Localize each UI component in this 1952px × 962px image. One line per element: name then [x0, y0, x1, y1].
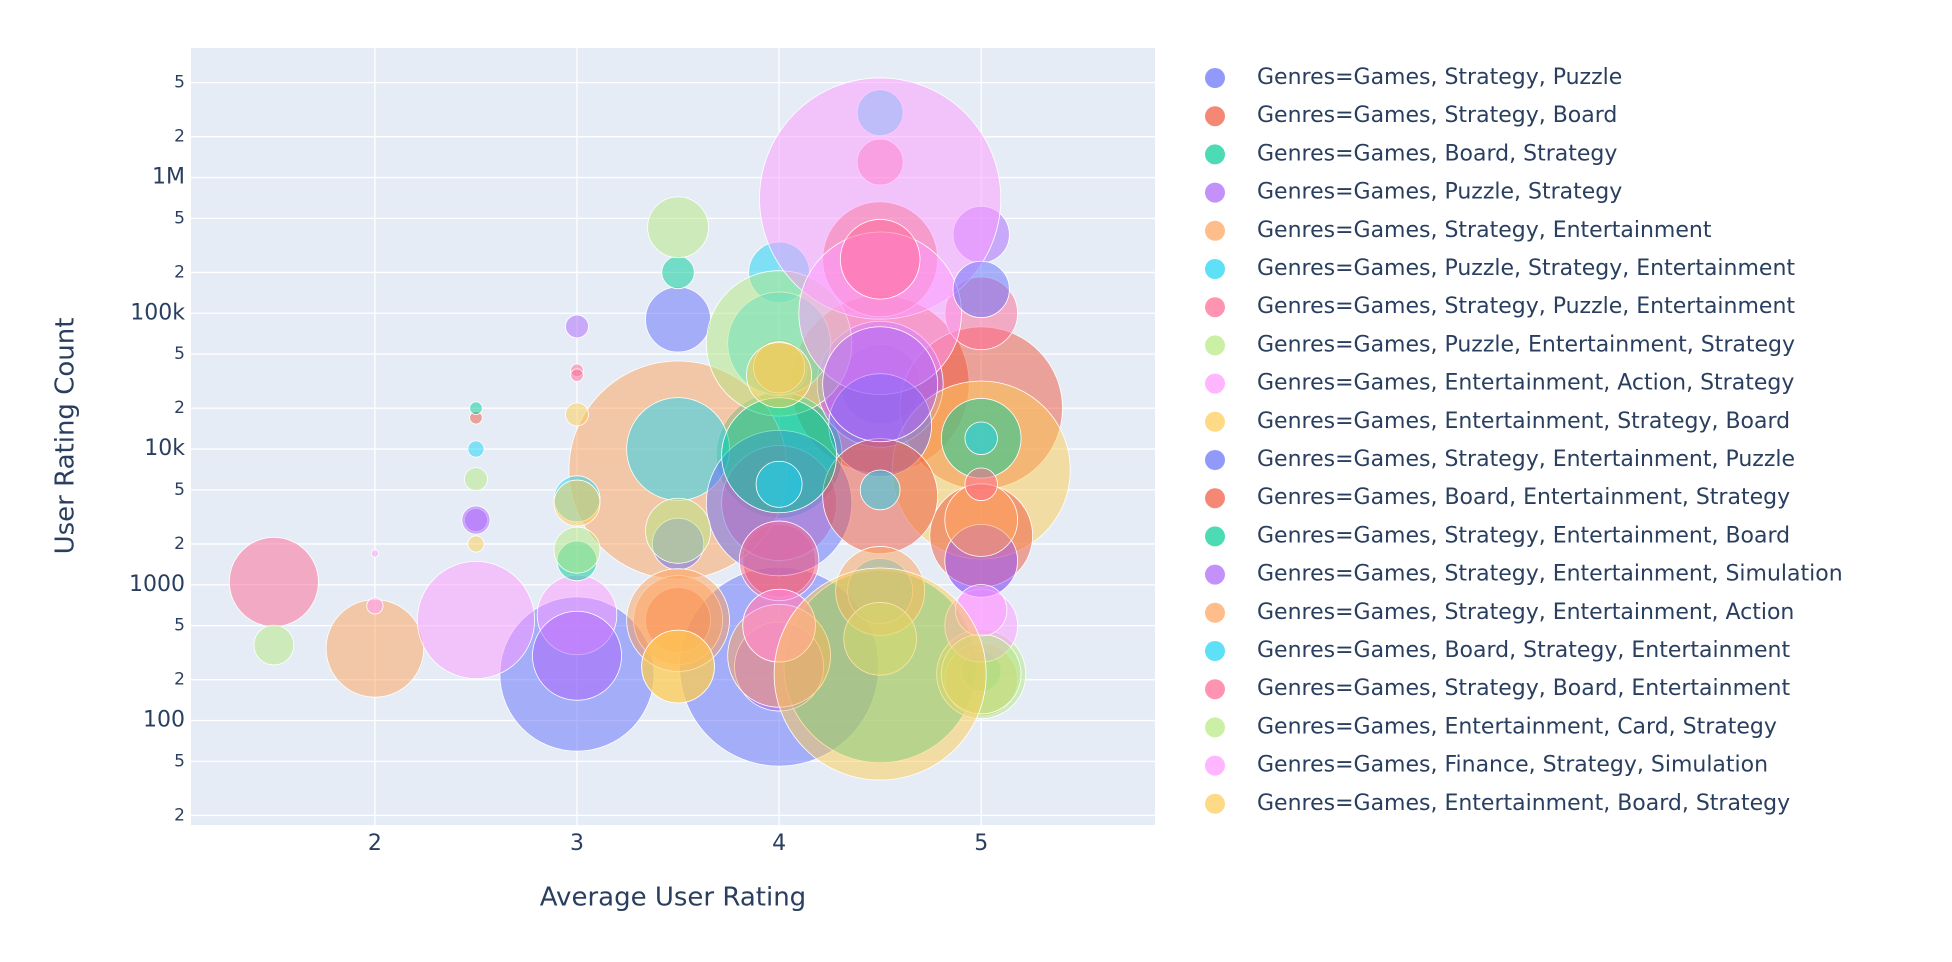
bubble — [416, 560, 535, 680]
legend-label: Genres=Games, Strategy, Board, Entertain… — [1257, 676, 1790, 701]
bubble — [647, 196, 709, 259]
y-tick-label: 100 — [143, 708, 185, 733]
legend-label: Genres=Games, Strategy, Entertainment, S… — [1257, 562, 1843, 587]
y-tick-label: 2 — [174, 127, 185, 147]
legend-marker — [1205, 564, 1225, 585]
bubble — [553, 526, 601, 574]
legend-label: Genres=Games, Strategy, Puzzle, Entertai… — [1257, 294, 1795, 319]
legend-marker — [1205, 297, 1225, 318]
legend-marker — [1205, 373, 1225, 394]
axis-labels: 2 3 4 5 2 5 100 2 5 1000 2 5 10k 2 5 100k 2 5 1M 2 5 — [129, 73, 988, 856]
bubble — [746, 342, 813, 409]
legend-label: Genres=Games, Entertainment, Board, Stra… — [1257, 791, 1790, 816]
bubble — [467, 535, 485, 553]
legend-label: Genres=Games, Strategy, Board — [1257, 103, 1617, 128]
legend-marker — [1205, 68, 1225, 88]
legend-label: Genres=Games, Strategy, Puzzle — [1257, 65, 1622, 90]
bubble — [461, 505, 491, 535]
y-axis-title: User Rating Count — [51, 318, 81, 555]
bubble — [370, 549, 379, 558]
legend-label: Genres=Games, Board, Entertainment, Stra… — [1257, 485, 1790, 510]
legend-marker — [1205, 450, 1225, 470]
bubble — [755, 460, 803, 508]
bubble — [859, 469, 901, 511]
legend-label: Genres=Games, Strategy, Entertainment, A… — [1257, 600, 1794, 625]
legend: Genres=Games, Strategy, Puzzle Genres=Gam… — [1205, 65, 1843, 816]
legend-label: Genres=Games, Puzzle, Strategy, Entertai… — [1257, 256, 1795, 281]
bubble — [467, 440, 485, 458]
y-tick-label: 5 — [174, 344, 185, 364]
y-tick-label: 2 — [174, 534, 185, 554]
bubble — [641, 629, 715, 704]
legend-marker — [1205, 411, 1225, 432]
x-tick-label: 5 — [974, 831, 988, 856]
bubble — [565, 314, 589, 339]
bubble — [366, 597, 384, 615]
legend-marker — [1205, 526, 1225, 547]
legend-marker — [1205, 106, 1225, 127]
legend-marker — [1205, 144, 1225, 165]
legend-label: Genres=Games, Finance, Strategy, Simulat… — [1257, 753, 1768, 778]
y-tick-label: 5 — [174, 616, 185, 636]
bubble — [469, 401, 483, 415]
y-tick-label: 1000 — [129, 572, 185, 597]
legend-label: Genres=Games, Puzzle, Strategy — [1257, 180, 1622, 205]
y-tick-label: 2 — [174, 670, 185, 690]
legend-marker — [1205, 259, 1225, 279]
bubble — [464, 467, 488, 492]
x-tick-label: 4 — [772, 831, 786, 856]
y-tick-label: 2 — [174, 262, 185, 282]
legend-label: Genres=Games, Entertainment, Card, Strat… — [1257, 714, 1777, 739]
bubbles — [228, 77, 1071, 781]
legend-label: Genres=Games, Strategy, Entertainment, B… — [1257, 523, 1790, 548]
legend-label: Genres=Games, Strategy, Entertainment, P… — [1257, 447, 1795, 472]
legend-label: Genres=Games, Strategy, Entertainment — [1257, 218, 1712, 243]
bubble — [952, 260, 1010, 318]
bubble — [565, 402, 589, 427]
y-tick-label: 5 — [174, 751, 185, 771]
legend-marker — [1205, 793, 1225, 814]
y-tick-label: 2 — [174, 805, 185, 825]
legend-label: Genres=Games, Entertainment, Action, Str… — [1257, 371, 1794, 396]
bubble — [738, 520, 820, 602]
y-tick-label: 2 — [174, 398, 185, 418]
y-tick-label: 100k — [130, 300, 185, 325]
bubble — [964, 467, 998, 501]
bubble — [553, 479, 601, 527]
bubble — [645, 286, 711, 353]
legend-label: Genres=Games, Board, Strategy — [1257, 141, 1617, 166]
bubble — [570, 368, 584, 382]
legend-label: Genres=Games, Board, Strategy, Entertain… — [1257, 638, 1790, 663]
y-tick-label: 5 — [174, 480, 185, 500]
bubble — [645, 497, 711, 564]
legend-marker — [1205, 717, 1225, 738]
legend-label: Genres=Games, Entertainment, Strategy, B… — [1257, 409, 1790, 434]
legend-marker — [1205, 755, 1225, 776]
y-tick-label: 5 — [174, 208, 185, 228]
legend-marker — [1205, 679, 1225, 700]
x-axis-title: Average User Rating — [540, 883, 806, 913]
bubble — [253, 624, 295, 666]
y-tick-label: 10k — [144, 436, 185, 461]
bubble — [964, 421, 998, 455]
bubble — [839, 219, 921, 300]
x-tick-label: 3 — [570, 831, 584, 856]
x-tick-label: 2 — [368, 831, 382, 856]
y-tick-label: 5 — [174, 73, 185, 93]
legend-marker — [1205, 220, 1225, 241]
legend-marker — [1205, 488, 1225, 509]
legend-label: Genres=Games, Puzzle, Entertainment, Str… — [1257, 332, 1795, 357]
y-tick-label: 1M — [152, 165, 185, 190]
legend-marker — [1205, 335, 1225, 356]
legend-marker — [1205, 641, 1225, 661]
bubble — [661, 255, 695, 290]
bubble — [228, 536, 319, 627]
bubble — [822, 326, 939, 443]
legend-marker — [1205, 182, 1225, 203]
legend-marker — [1205, 602, 1225, 623]
bubble — [532, 610, 622, 701]
bubble — [773, 567, 987, 781]
